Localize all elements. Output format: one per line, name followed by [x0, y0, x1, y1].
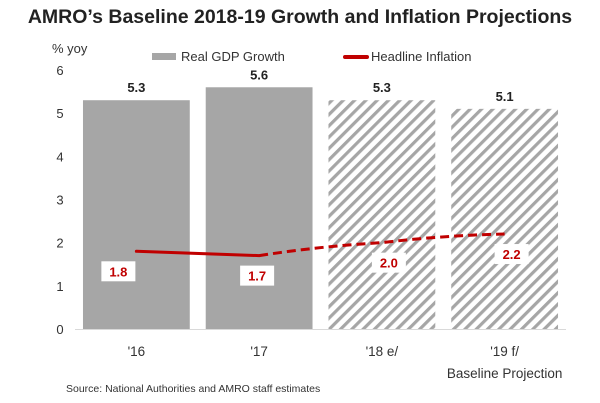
y-tick-label: 3 — [56, 193, 63, 208]
y-tick-label: 1 — [56, 279, 63, 294]
bar-gdp-projection — [451, 108, 559, 329]
legend-label-gdp: Real GDP Growth — [181, 49, 285, 64]
bar-gdp — [205, 87, 313, 330]
bar-value-label: 5.1 — [496, 89, 514, 104]
line-label-box — [240, 265, 275, 286]
bar-value-label: 5.6 — [250, 67, 268, 82]
source-note: Source: National Authorities and AMRO st… — [66, 383, 321, 395]
line-label-box — [371, 252, 406, 273]
chart-title: AMRO’s Baseline 2018-19 Growth and Infla… — [27, 6, 573, 28]
legend-item-gdp: Real GDP Growth — [152, 49, 285, 64]
line-value-label: 2.2 — [503, 247, 521, 262]
x-tick-label: '19 f/ — [490, 344, 519, 359]
legend-swatch-bar — [152, 53, 176, 60]
y-tick-label: 2 — [56, 236, 63, 251]
y-tick-label: 4 — [56, 149, 63, 164]
bar-value-label: 5.3 — [127, 80, 145, 95]
x-axis-group-label: Baseline Projection — [447, 366, 563, 381]
x-tick-label: '16 — [128, 344, 146, 359]
x-tick-label: '17 — [250, 344, 268, 359]
x-tick-label: '18 e/ — [366, 344, 399, 359]
bar-gdp — [82, 100, 190, 329]
line-value-label: 2.0 — [380, 256, 398, 271]
bar-gdp-projection — [328, 100, 436, 329]
line-value-label: 1.7 — [248, 269, 266, 284]
line-inflation-actual — [134, 249, 261, 258]
legend-item-inflation: Headline Inflation — [343, 49, 471, 64]
bar-value-label: 5.3 — [373, 80, 391, 95]
line-value-label: 1.8 — [109, 264, 127, 279]
line-label-box — [101, 261, 136, 282]
legend-label-inflation: Headline Inflation — [371, 49, 472, 64]
y-tick-label: 5 — [56, 106, 63, 121]
y-tick-label: 6 — [56, 63, 63, 78]
y-tick-label: 0 — [56, 322, 63, 337]
legend-swatch-line — [343, 54, 369, 59]
line-label-box — [494, 244, 529, 265]
y-axis-unit-label: % yoy — [52, 41, 88, 56]
